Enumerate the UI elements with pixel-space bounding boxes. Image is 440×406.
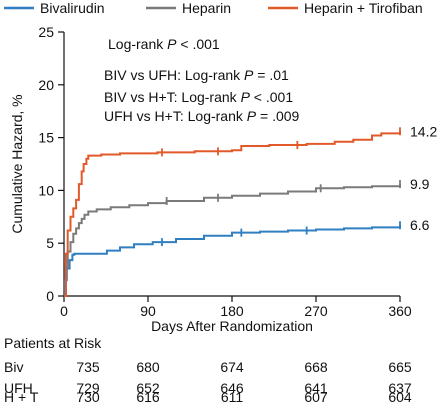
y-tick-label: 25: [38, 24, 54, 40]
x-tick-label: 180: [220, 303, 244, 319]
risk-cell: 652: [136, 380, 160, 396]
risk-cell: 735: [76, 359, 100, 375]
risk-row-label: H + T: [4, 389, 39, 405]
legend-label-1: Heparin: [182, 0, 231, 16]
risk-cell: 604: [388, 389, 412, 405]
series-line-1: [64, 184, 401, 297]
risk-cell: 616: [136, 389, 160, 405]
x-tick-label: 270: [304, 303, 328, 319]
series-lines: 6.6 9.9 14.2: [63, 123, 437, 297]
annotation-1: BIV vs UFH: Log-rank P = .01: [104, 67, 289, 83]
risk-cell: 674: [220, 359, 244, 375]
series-line-2: [64, 131, 401, 297]
y-tick-label: 0: [46, 288, 54, 304]
risk-table: Patients at Risk Biv 735 680 674 668 665 UFH 72…: [4, 335, 412, 405]
y-tick-label: 5: [46, 235, 54, 251]
y-tick-label: 15: [38, 130, 54, 146]
x-tick-label: 0: [60, 303, 68, 319]
risk-cell: 665: [388, 359, 412, 375]
risk-cell: 607: [304, 389, 328, 405]
annotations: Log-rank P < .001 BIV vs UFH: Log-rank P …: [104, 36, 300, 124]
annotation-3: UFH vs H+T: Log-rank P = .009: [104, 108, 300, 124]
annotation-2: BIV vs H+T: Log-rank P < .001: [104, 89, 293, 105]
x-ticks: 0 90 180 270 360: [60, 296, 412, 319]
legend-label-0: Bivalirudin: [40, 0, 105, 16]
risk-cell: 668: [304, 359, 328, 375]
risk-row-label: Biv: [4, 359, 23, 375]
legend-label-2: Heparin + Tirofiban: [304, 0, 423, 16]
y-tick-label: 20: [38, 77, 54, 93]
risk-cell: 730: [76, 389, 100, 405]
y-tick-label: 10: [38, 182, 54, 198]
end-label-1: 9.9: [410, 176, 430, 192]
series-line-0: [63, 225, 401, 297]
y-axis-label: Cumulative Hazard, %: [9, 94, 25, 233]
risk-cell: 729: [76, 380, 100, 396]
end-label-2: 14.2: [410, 123, 437, 139]
x-tick-label: 90: [140, 303, 156, 319]
legend: Bivalirudin Heparin Heparin + Tirofiban: [4, 0, 423, 16]
annotation-0: Log-rank P < .001: [108, 36, 220, 52]
x-tick-label: 360: [388, 303, 412, 319]
risk-cell: 611: [221, 389, 244, 405]
end-label-0: 6.6: [410, 217, 430, 233]
risk-cell: 646: [220, 380, 244, 396]
risk-cell: 680: [136, 359, 160, 375]
risk-cell: 641: [304, 380, 328, 396]
risk-table-title: Patients at Risk: [4, 335, 102, 351]
risk-row-label: UFH: [4, 380, 33, 396]
risk-cell: 637: [388, 380, 412, 396]
x-axis-label: Days After Randomization: [151, 318, 313, 334]
y-ticks: 0 5 10 15 20 25: [38, 24, 64, 304]
